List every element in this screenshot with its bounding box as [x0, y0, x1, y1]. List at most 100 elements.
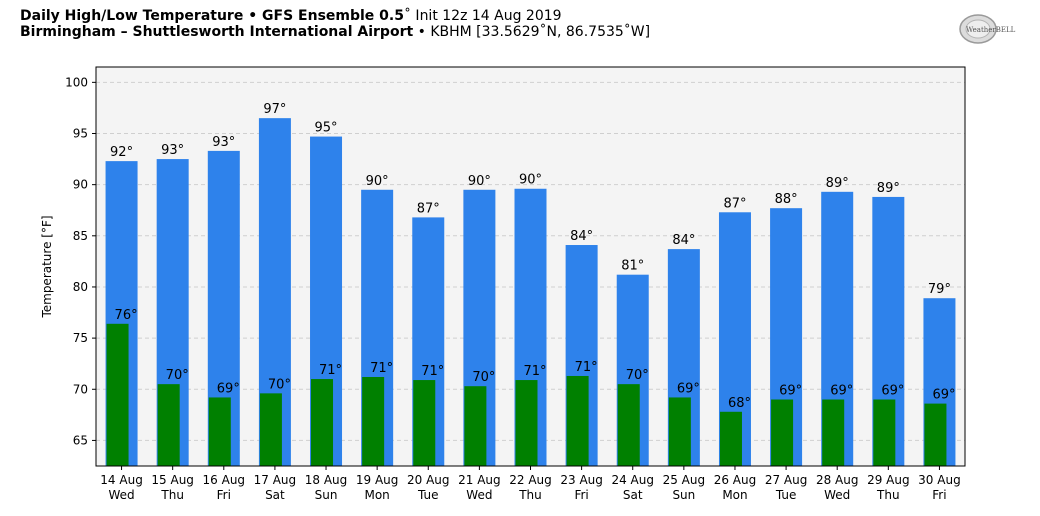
- x-tick-label-day: Sun: [315, 488, 338, 502]
- low-temp-label: 69°: [217, 381, 240, 396]
- x-tick-label-day: Wed: [466, 488, 492, 502]
- logo-text: WeatherBELL: [966, 26, 1016, 34]
- title-line-2: Birmingham – Shuttlesworth International…: [20, 24, 650, 40]
- low-temp-bar: [311, 379, 334, 466]
- x-tick-label-date: 14 Aug: [100, 473, 143, 487]
- x-tick-label-day: Mon: [722, 488, 747, 502]
- x-tick-label-date: 21 Aug: [458, 473, 501, 487]
- low-temp-bar: [822, 399, 845, 466]
- x-tick-label-day: Tue: [417, 488, 439, 502]
- low-temp-bar: [208, 397, 231, 466]
- low-temp-label: 71°: [524, 364, 547, 379]
- x-tick-label-day: Tue: [775, 488, 797, 502]
- x-tick-label-day: Fri: [574, 488, 588, 502]
- x-tick-label-date: 26 Aug: [714, 473, 757, 487]
- y-tick-label: 80: [73, 280, 88, 294]
- high-temp-label: 89°: [826, 176, 849, 191]
- y-tick-label: 65: [73, 433, 88, 447]
- x-tick-label-date: 22 Aug: [509, 473, 552, 487]
- title-line-1-bold: Daily High/Low Temperature • GFS Ensembl…: [20, 8, 404, 24]
- x-tick-label-day: Sat: [265, 488, 285, 502]
- low-temp-bar: [157, 384, 180, 466]
- low-temp-bar: [464, 386, 487, 466]
- low-temp-bar: [668, 397, 691, 466]
- x-tick-label-day: Sun: [672, 488, 695, 502]
- low-temp-label: 69°: [677, 381, 700, 396]
- x-tick-label-date: 15 Aug: [151, 473, 194, 487]
- high-temp-label: 97°: [263, 102, 286, 117]
- low-temp-label: 68°: [728, 396, 751, 411]
- low-temp-label: 71°: [319, 363, 342, 378]
- low-temp-label: 71°: [421, 364, 444, 379]
- x-tick-label-day: Thu: [518, 488, 542, 502]
- high-temp-label: 79°: [928, 282, 951, 297]
- low-temp-label: 76°: [115, 308, 138, 323]
- low-temp-bar: [259, 393, 282, 466]
- high-temp-label: 90°: [519, 173, 542, 188]
- high-temp-label: 84°: [672, 233, 695, 248]
- x-tick-label-date: 23 Aug: [560, 473, 603, 487]
- x-tick-label-date: 16 Aug: [203, 473, 246, 487]
- high-temp-label: 88°: [775, 192, 798, 207]
- low-temp-bar: [719, 411, 742, 466]
- x-tick-label-date: 25 Aug: [663, 473, 706, 487]
- low-temp-bar: [771, 399, 794, 466]
- title-line-1: Daily High/Low Temperature • GFS Ensembl…: [20, 8, 650, 24]
- low-temp-label: 69°: [881, 384, 904, 399]
- x-tick-label-day: Fri: [932, 488, 946, 502]
- high-temp-label: 95°: [315, 121, 338, 136]
- weatherbell-logo-icon: WeatherBELL: [959, 14, 1016, 44]
- low-temp-bar: [362, 376, 385, 466]
- x-tick-label-date: 20 Aug: [407, 473, 450, 487]
- high-temp-label: 92°: [110, 145, 133, 160]
- low-temp-label: 69°: [779, 384, 802, 399]
- y-tick-label: 85: [73, 229, 88, 243]
- high-temp-label: 87°: [417, 201, 440, 216]
- x-tick-label-day: Wed: [108, 488, 134, 502]
- y-tick-label: 75: [73, 331, 88, 345]
- x-tick-label-date: 18 Aug: [305, 473, 348, 487]
- x-tick-label-date: 29 Aug: [867, 473, 910, 487]
- low-temp-bar: [566, 375, 589, 466]
- high-temp-label: 81°: [621, 259, 644, 274]
- y-tick-label: 95: [73, 127, 88, 141]
- title-line-1-rest: ˚ Init 12z 14 Aug 2019: [403, 8, 562, 24]
- high-temp-label: 87°: [723, 196, 746, 211]
- x-tick-label-day: Thu: [160, 488, 184, 502]
- x-tick-label-day: Wed: [824, 488, 850, 502]
- x-tick-label-day: Thu: [876, 488, 900, 502]
- low-temp-bar: [924, 403, 947, 466]
- low-temp-label: 70°: [472, 370, 495, 385]
- y-tick-label: 90: [73, 178, 88, 192]
- x-tick-label-day: Fri: [217, 488, 231, 502]
- title-line-2-rest: • KBHM [33.5629˚N, 86.7535˚W]: [413, 24, 651, 40]
- low-temp-bar: [515, 380, 538, 466]
- low-temp-label: 69°: [830, 384, 853, 399]
- low-temp-label: 70°: [626, 368, 649, 383]
- low-temp-bar: [873, 399, 896, 466]
- low-temp-label: 71°: [370, 361, 393, 376]
- x-tick-label-day: Mon: [364, 488, 389, 502]
- x-tick-label-date: 19 Aug: [356, 473, 399, 487]
- y-tick-label: 100: [65, 75, 88, 89]
- plot-frame: [95, 66, 966, 467]
- chart-title: Daily High/Low Temperature • GFS Ensembl…: [20, 8, 650, 40]
- high-temp-label: 89°: [877, 181, 900, 196]
- high-temp-label: 84°: [570, 229, 593, 244]
- low-temp-bar: [106, 323, 129, 466]
- high-temp-label: 93°: [161, 143, 184, 158]
- x-tick-label-date: 28 Aug: [816, 473, 859, 487]
- x-tick-label-day: Sat: [623, 488, 643, 502]
- x-tick-label-date: 27 Aug: [765, 473, 808, 487]
- low-temp-label: 70°: [166, 368, 189, 383]
- low-temp-label: 70°: [268, 377, 291, 392]
- y-tick-label: 70: [73, 382, 88, 396]
- high-temp-label: 93°: [212, 135, 235, 150]
- x-tick-label-date: 17 Aug: [254, 473, 297, 487]
- x-tick-label-date: 30 Aug: [918, 473, 961, 487]
- title-line-2-bold: Birmingham – Shuttlesworth International…: [20, 24, 414, 40]
- high-temp-label: 90°: [468, 174, 491, 189]
- y-axis-label: Temperature [°F]: [40, 215, 54, 318]
- low-temp-label: 71°: [575, 360, 598, 375]
